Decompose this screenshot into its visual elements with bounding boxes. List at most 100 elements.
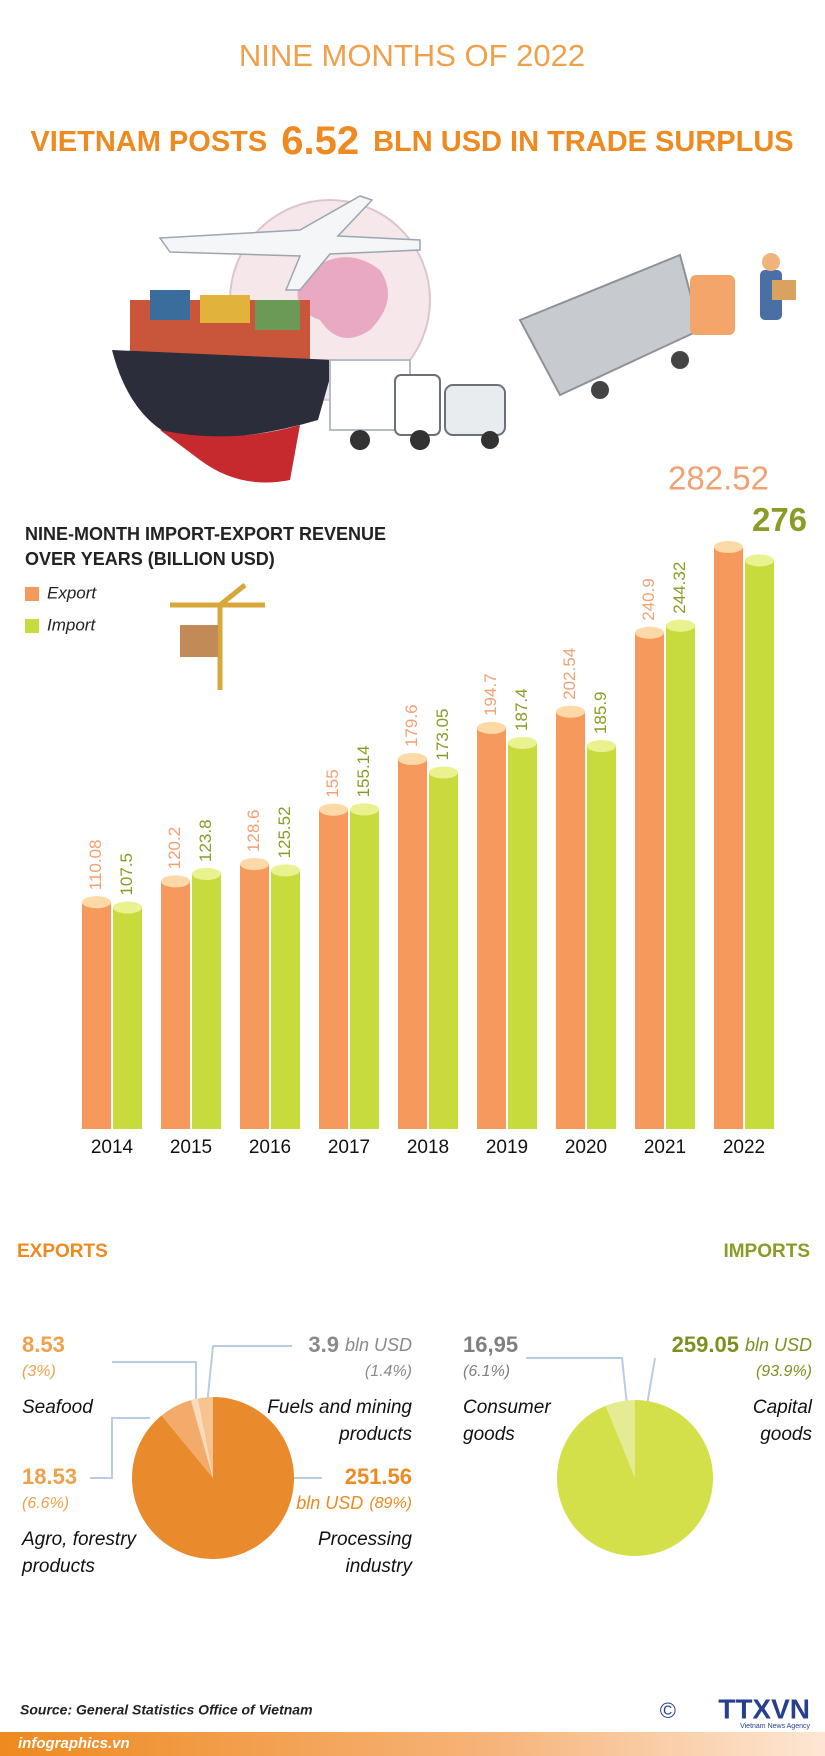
value-label: 179.6 bbox=[402, 704, 421, 747]
bar-cap bbox=[192, 867, 221, 880]
bar bbox=[666, 625, 695, 1129]
bar bbox=[192, 873, 221, 1129]
bar bbox=[161, 881, 190, 1129]
bar-cap bbox=[319, 803, 348, 816]
percent-value: (89%) bbox=[369, 1495, 412, 1512]
wheel bbox=[481, 431, 499, 449]
wheel bbox=[671, 351, 689, 369]
truck-cab bbox=[394, 374, 441, 436]
legend-swatch bbox=[25, 619, 39, 633]
text-line: NINE-MONTH IMPORT-EXPORT REVENUE bbox=[25, 524, 386, 544]
ship-hull bbox=[112, 350, 335, 440]
x-tick-label: 2016 bbox=[249, 1137, 291, 1158]
bar bbox=[587, 746, 616, 1129]
section-title: IMPORTS bbox=[723, 1241, 810, 1262]
bar bbox=[477, 727, 506, 1129]
category-label: Processing industry bbox=[318, 1529, 413, 1577]
text-line: OVER YEARS (BILLION USD) bbox=[25, 549, 275, 569]
bar-cap bbox=[429, 766, 458, 779]
percent-value: (6.6%) bbox=[22, 1495, 69, 1512]
percent-label: (6.6%) bbox=[22, 1495, 69, 1512]
text-line: Seafood bbox=[22, 1397, 94, 1418]
value-label: 202.54 bbox=[560, 648, 579, 700]
headline: VIETNAM POSTS 6.52 BLN USD IN TRADE SURPLU… bbox=[30, 119, 793, 163]
bar bbox=[271, 870, 300, 1129]
value-label: 125.52 bbox=[275, 806, 294, 858]
van bbox=[444, 384, 506, 436]
legend-label: Export bbox=[47, 583, 97, 602]
headline-start: VIETNAM POSTS bbox=[30, 126, 267, 158]
value-label: 244.32 bbox=[670, 562, 689, 614]
crate bbox=[180, 625, 218, 657]
bar-cap bbox=[113, 901, 142, 914]
wheel bbox=[591, 381, 609, 399]
text-line: products bbox=[338, 1424, 412, 1445]
value-label: 8.53 bbox=[22, 1332, 65, 1357]
value-label: 276 bbox=[752, 501, 807, 538]
container bbox=[255, 300, 300, 330]
value-label: 120.2 bbox=[165, 827, 184, 870]
x-tick-label: 2020 bbox=[565, 1137, 607, 1158]
container bbox=[200, 295, 250, 323]
text-line: goods bbox=[463, 1424, 515, 1445]
crane bbox=[170, 583, 265, 690]
legend-swatch bbox=[25, 587, 39, 601]
value-label: 16,95 bbox=[463, 1332, 518, 1357]
value-label: 259.05 bln USD bbox=[672, 1332, 812, 1357]
value-label: 282.52 bbox=[668, 460, 769, 497]
illustration bbox=[112, 195, 796, 483]
footer-site: infographics.vn bbox=[18, 1735, 130, 1752]
bar-cap bbox=[477, 721, 506, 734]
worker-head bbox=[762, 253, 780, 271]
bar-cap bbox=[271, 864, 300, 877]
bar-chart: NINE-MONTH IMPORT-EXPORT REVENUE OVER YEA… bbox=[25, 460, 807, 1158]
value-label: 251.56 bbox=[345, 1464, 412, 1489]
bar bbox=[113, 907, 142, 1129]
bar bbox=[429, 772, 458, 1129]
container bbox=[150, 290, 190, 320]
category-label: Capital goods bbox=[753, 1397, 813, 1445]
percent-label: (3%) bbox=[22, 1363, 56, 1380]
value-label: 107.5 bbox=[117, 853, 136, 896]
bar-cap bbox=[161, 875, 190, 888]
value-number: 3.9 bbox=[308, 1332, 339, 1357]
value-label: 128.6 bbox=[244, 810, 263, 853]
crane-icon bbox=[170, 583, 265, 690]
value-label: 110.08 bbox=[86, 840, 105, 891]
value-unit: bln USD bbox=[345, 1335, 412, 1355]
value-label: 173.05 bbox=[433, 709, 452, 761]
text-line: Capital bbox=[753, 1397, 813, 1418]
pie-slice bbox=[197, 1397, 213, 1478]
wheel bbox=[350, 430, 370, 450]
category-label: Agro, forestry products bbox=[21, 1529, 138, 1577]
value-label: 3.9 bln USD bbox=[308, 1332, 412, 1357]
bar bbox=[714, 547, 743, 1129]
percent-value: (1.4%) bbox=[365, 1363, 412, 1380]
x-tick-label: 2021 bbox=[644, 1137, 686, 1158]
x-tick-label: 2022 bbox=[723, 1137, 765, 1158]
bar bbox=[398, 759, 427, 1129]
x-tick-label: 2015 bbox=[170, 1137, 212, 1158]
bar-cap bbox=[82, 896, 111, 909]
value-number: 8.53 bbox=[22, 1332, 65, 1357]
bar bbox=[745, 560, 774, 1129]
plane bbox=[158, 195, 421, 291]
category-label: Fuels and mining products bbox=[267, 1397, 412, 1445]
leader-line bbox=[526, 1357, 628, 1406]
text-line: industry bbox=[345, 1556, 413, 1577]
value-label: 155 bbox=[323, 769, 342, 797]
bar-cap bbox=[350, 803, 379, 816]
value-label: 123.8 bbox=[196, 819, 215, 862]
text-line: goods bbox=[760, 1424, 812, 1445]
text-line: Consumer bbox=[463, 1397, 551, 1418]
bar-cap bbox=[508, 736, 537, 749]
text-line: Agro, forestry bbox=[21, 1529, 138, 1550]
headline-value: 6.52 bbox=[281, 119, 359, 163]
value-unit: bln USD bbox=[745, 1335, 812, 1355]
value-label: 155.14 bbox=[354, 745, 373, 797]
bar-cap bbox=[587, 740, 616, 753]
bar-cap bbox=[745, 554, 774, 567]
chart-title: NINE-MONTH IMPORT-EXPORT REVENUE OVER YEA… bbox=[25, 524, 386, 569]
